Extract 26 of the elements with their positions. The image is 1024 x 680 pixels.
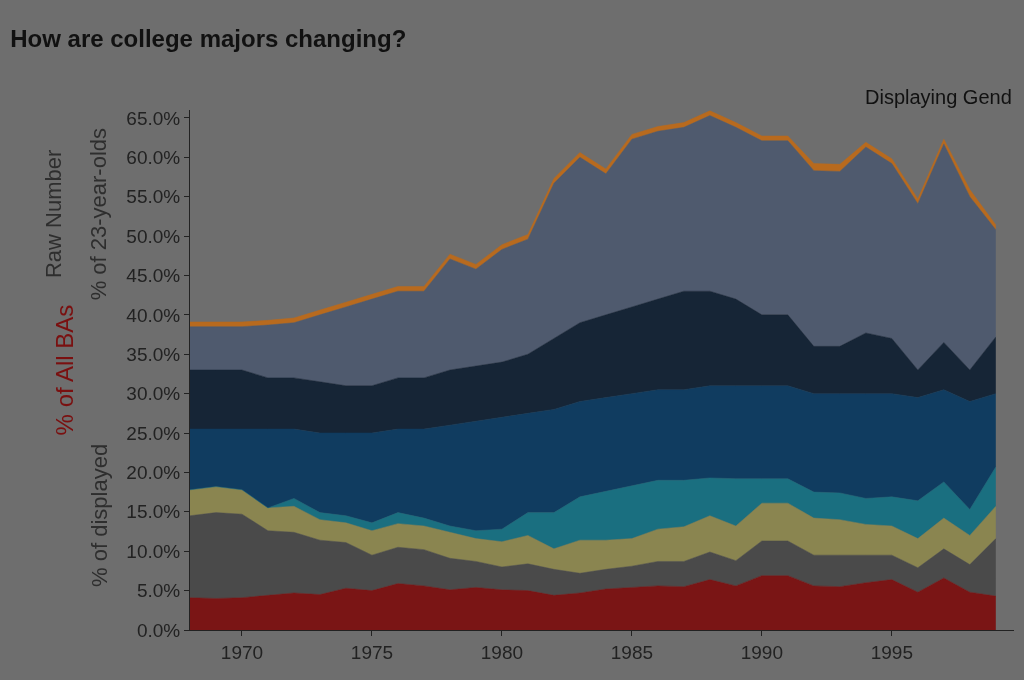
y-tick-label: 10.0%: [126, 540, 181, 562]
x-tick-label: 1975: [350, 641, 394, 663]
y-tick-label: 35.0%: [126, 343, 181, 365]
x-tick-label: 1990: [740, 641, 783, 663]
y-tick-label: 25.0%: [126, 422, 181, 444]
y-tick-label: 40.0%: [126, 304, 181, 326]
y-tick-label: 5.0%: [136, 580, 181, 602]
text: % of displayed: [86, 443, 112, 587]
y-tick-label: 60.0%: [126, 146, 181, 168]
y-tick-label: 0.0%: [136, 619, 181, 641]
text: Raw Number: [41, 149, 67, 279]
chart-title: How are college majors changing?: [10, 25, 407, 53]
text: % of 23-year-olds: [86, 127, 112, 301]
x-tick-label: 1995: [870, 641, 913, 663]
y-tick-label: 65.0%: [126, 107, 181, 129]
y-tick-label: 55.0%: [126, 186, 181, 208]
y-tick-label: 30.0%: [126, 383, 181, 405]
y-tick-label: 20.0%: [126, 462, 181, 484]
y-tick-label: 15.0%: [126, 501, 181, 523]
y-tick-label: 50.0%: [126, 225, 181, 247]
text: Displaying Gend: [865, 86, 1012, 108]
x-tick-label: 1980: [480, 641, 524, 663]
x-tick-label: 1970: [220, 641, 264, 663]
x-tick-label: 1985: [610, 641, 654, 663]
y-axis-title: % of All BAs: [51, 304, 79, 436]
y-tick-label: 45.0%: [126, 265, 181, 287]
